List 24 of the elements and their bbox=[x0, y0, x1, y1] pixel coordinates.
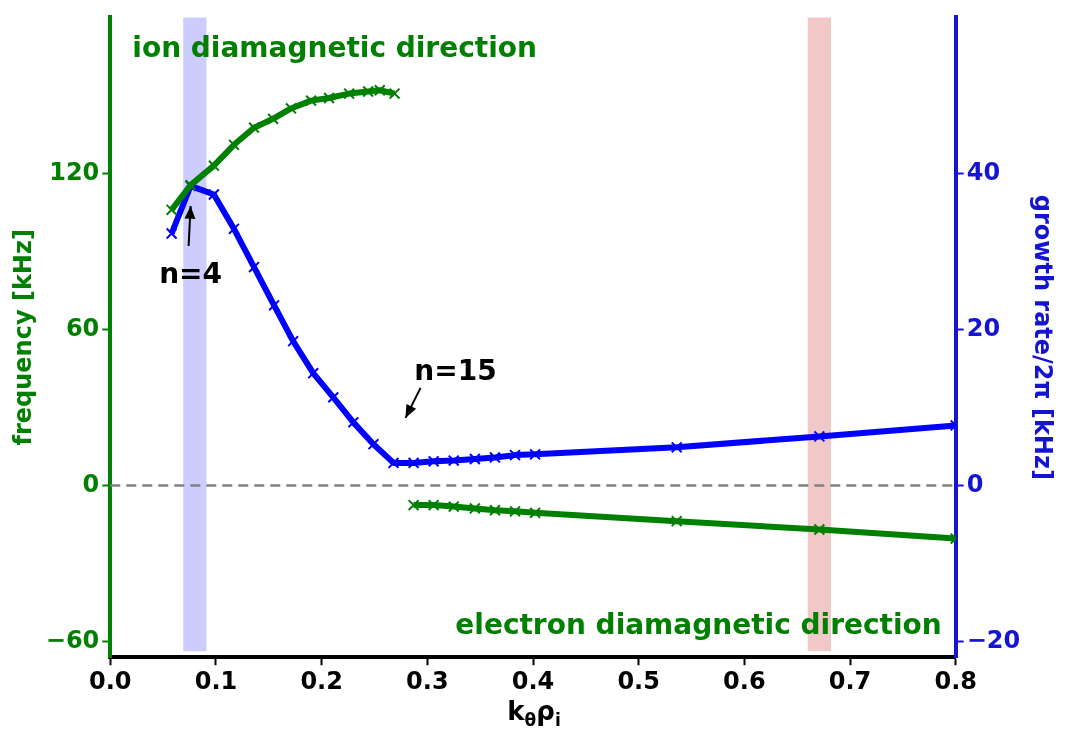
annotation: ion diamagnetic direction bbox=[132, 30, 537, 64]
x-tick-label: 0.2 bbox=[300, 666, 343, 695]
x-tick-label: 0.7 bbox=[828, 666, 872, 695]
y-tick-label: 120 bbox=[49, 157, 100, 186]
y-axis-title: frequency [kHz] bbox=[8, 229, 37, 446]
x-tick-label: 0.8 bbox=[934, 666, 977, 695]
annotation: electron diamagnetic direction bbox=[455, 608, 942, 642]
x-tick-label: 0.3 bbox=[406, 666, 449, 695]
x-axis-title: k$_{θ}$ρ$_{i}$ bbox=[506, 696, 562, 731]
y2-axis-title: growth rate/2π [kHz] bbox=[1029, 194, 1058, 480]
y2-tick-label: 0 bbox=[966, 469, 984, 498]
annotation: n=15 bbox=[414, 354, 497, 388]
x-tick-label: 0.5 bbox=[617, 666, 660, 695]
x-tick-label: 0.1 bbox=[194, 666, 238, 695]
x-tick-label: 0.6 bbox=[723, 666, 766, 695]
y-tick-label: 60 bbox=[65, 313, 100, 342]
y-tick-label: 0 bbox=[82, 469, 100, 498]
y2-tick-label: −20 bbox=[966, 625, 1021, 654]
x-tick-label: 0.4 bbox=[511, 666, 555, 695]
y-tick-label: −60 bbox=[45, 625, 100, 654]
annotation: n=4 bbox=[159, 257, 223, 291]
x-tick-label: 0.0 bbox=[89, 666, 132, 695]
y2-tick-label: 40 bbox=[966, 157, 1001, 186]
y2-tick-label: 20 bbox=[966, 313, 1001, 342]
